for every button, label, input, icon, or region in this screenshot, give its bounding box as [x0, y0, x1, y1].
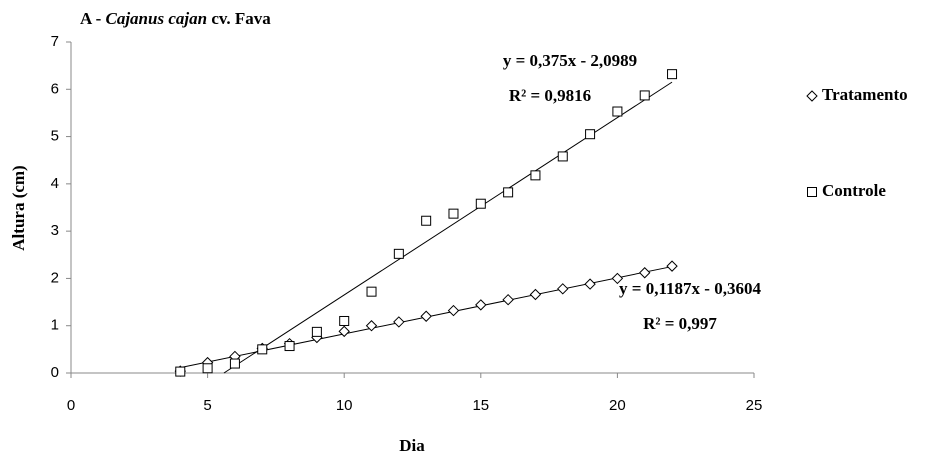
- y-tick-label: 3: [51, 222, 59, 239]
- point: [366, 286, 377, 297]
- point: [612, 106, 623, 117]
- point: [475, 198, 486, 209]
- point: [530, 170, 541, 181]
- point: [284, 341, 295, 352]
- chart-title: A - Cajanus cajan cv. Fava: [80, 9, 271, 28]
- point: [639, 267, 651, 279]
- trendline-equation: y = 0,375x - 2,0989: [503, 51, 637, 70]
- point: [448, 208, 459, 219]
- point: [557, 283, 569, 295]
- legend-marker: [806, 90, 818, 102]
- point: [420, 310, 432, 322]
- point: [584, 278, 596, 290]
- point: [447, 304, 460, 317]
- x-tick-label: 0: [67, 397, 75, 414]
- point: [475, 299, 487, 311]
- point: [202, 363, 213, 374]
- x-tick-label: 20: [609, 397, 626, 414]
- x-tick-label: 10: [336, 397, 353, 414]
- x-tick-label: 5: [203, 397, 211, 414]
- y-axis-label: Altura (cm): [9, 165, 28, 250]
- y-tick-label: 0: [51, 364, 59, 381]
- title-part: A -: [80, 9, 102, 28]
- point: [393, 316, 405, 328]
- legend-label: Controle: [822, 181, 886, 200]
- y-tick-label: 6: [51, 80, 59, 97]
- point: [585, 129, 596, 140]
- trendline-r2: R² = 0,9816: [509, 86, 591, 105]
- title-species: Cajanus cajan: [106, 9, 208, 28]
- point: [393, 248, 404, 259]
- x-axis-label: Dia: [399, 436, 425, 455]
- point: [365, 320, 378, 332]
- point: [529, 288, 542, 301]
- point: [421, 215, 432, 226]
- point: [175, 366, 186, 377]
- y-tick-label: 7: [51, 33, 59, 50]
- point: [229, 358, 240, 369]
- legend-marker: [807, 187, 817, 197]
- point: [557, 151, 568, 162]
- point: [667, 69, 678, 80]
- point: [611, 272, 624, 285]
- point: [339, 315, 350, 326]
- x-tick-label: 25: [746, 397, 763, 414]
- y-tick-label: 5: [51, 128, 59, 145]
- point: [311, 326, 322, 337]
- point: [639, 90, 650, 101]
- point: [503, 187, 514, 198]
- trendline: [223, 81, 673, 374]
- point: [338, 325, 350, 338]
- y-tick-label: 2: [51, 269, 59, 286]
- x-tick-label: 15: [472, 397, 489, 414]
- title-part: cv. Fava: [211, 9, 271, 28]
- point: [666, 260, 678, 272]
- trendline-equation: y = 0,1187x - 0,3604: [619, 279, 761, 298]
- trendline-r2: R² = 0,997: [643, 314, 717, 333]
- point: [502, 293, 514, 306]
- legend-label: Tratamento: [822, 85, 908, 104]
- point: [257, 344, 268, 355]
- y-tick-label: 1: [51, 317, 59, 334]
- y-tick-label: 4: [51, 175, 59, 192]
